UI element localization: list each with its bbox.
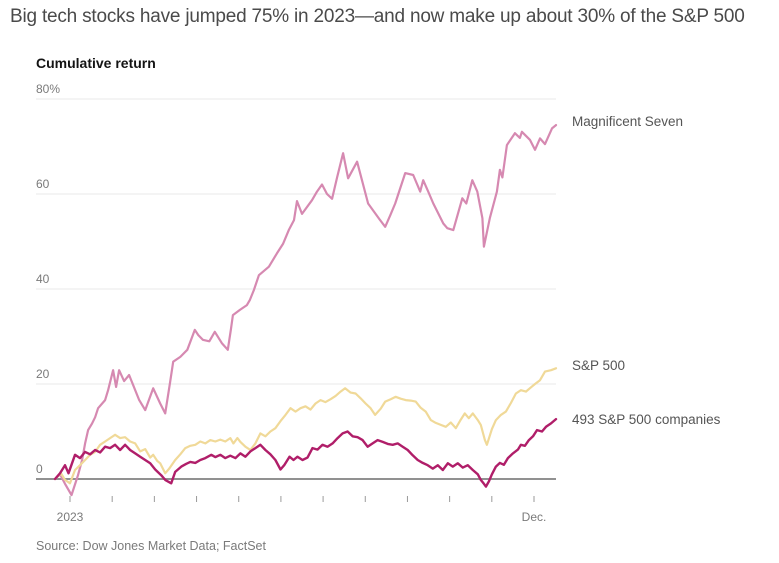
y-axis-label-20: 20 [36,367,50,381]
chart-subtitle: Cumulative return [36,55,156,71]
series-line-1 [53,367,558,485]
y-axis-label-40: 40 [36,272,50,286]
y-axis-label-80: 80% [36,82,60,96]
chart-title: Big tech stocks have jumped 75% in 2023—… [10,6,745,27]
source-note: Source: Dow Jones Market Data; FactSet [36,539,266,553]
x-axis-label-end: Dec. [522,510,547,524]
series-line-0 [53,123,558,497]
x-axis-label-start: 2023 [57,510,84,524]
series-label-magnificent-seven: Magnificent Seven [572,114,684,129]
series-line-2 [53,417,558,488]
series-label-493-companies: 493 S&P 500 companies [572,412,721,427]
y-axis-label-60: 60 [36,177,50,191]
series-label-sp500: S&P 500 [572,358,626,373]
y-axis-label-0: 0 [36,462,43,476]
